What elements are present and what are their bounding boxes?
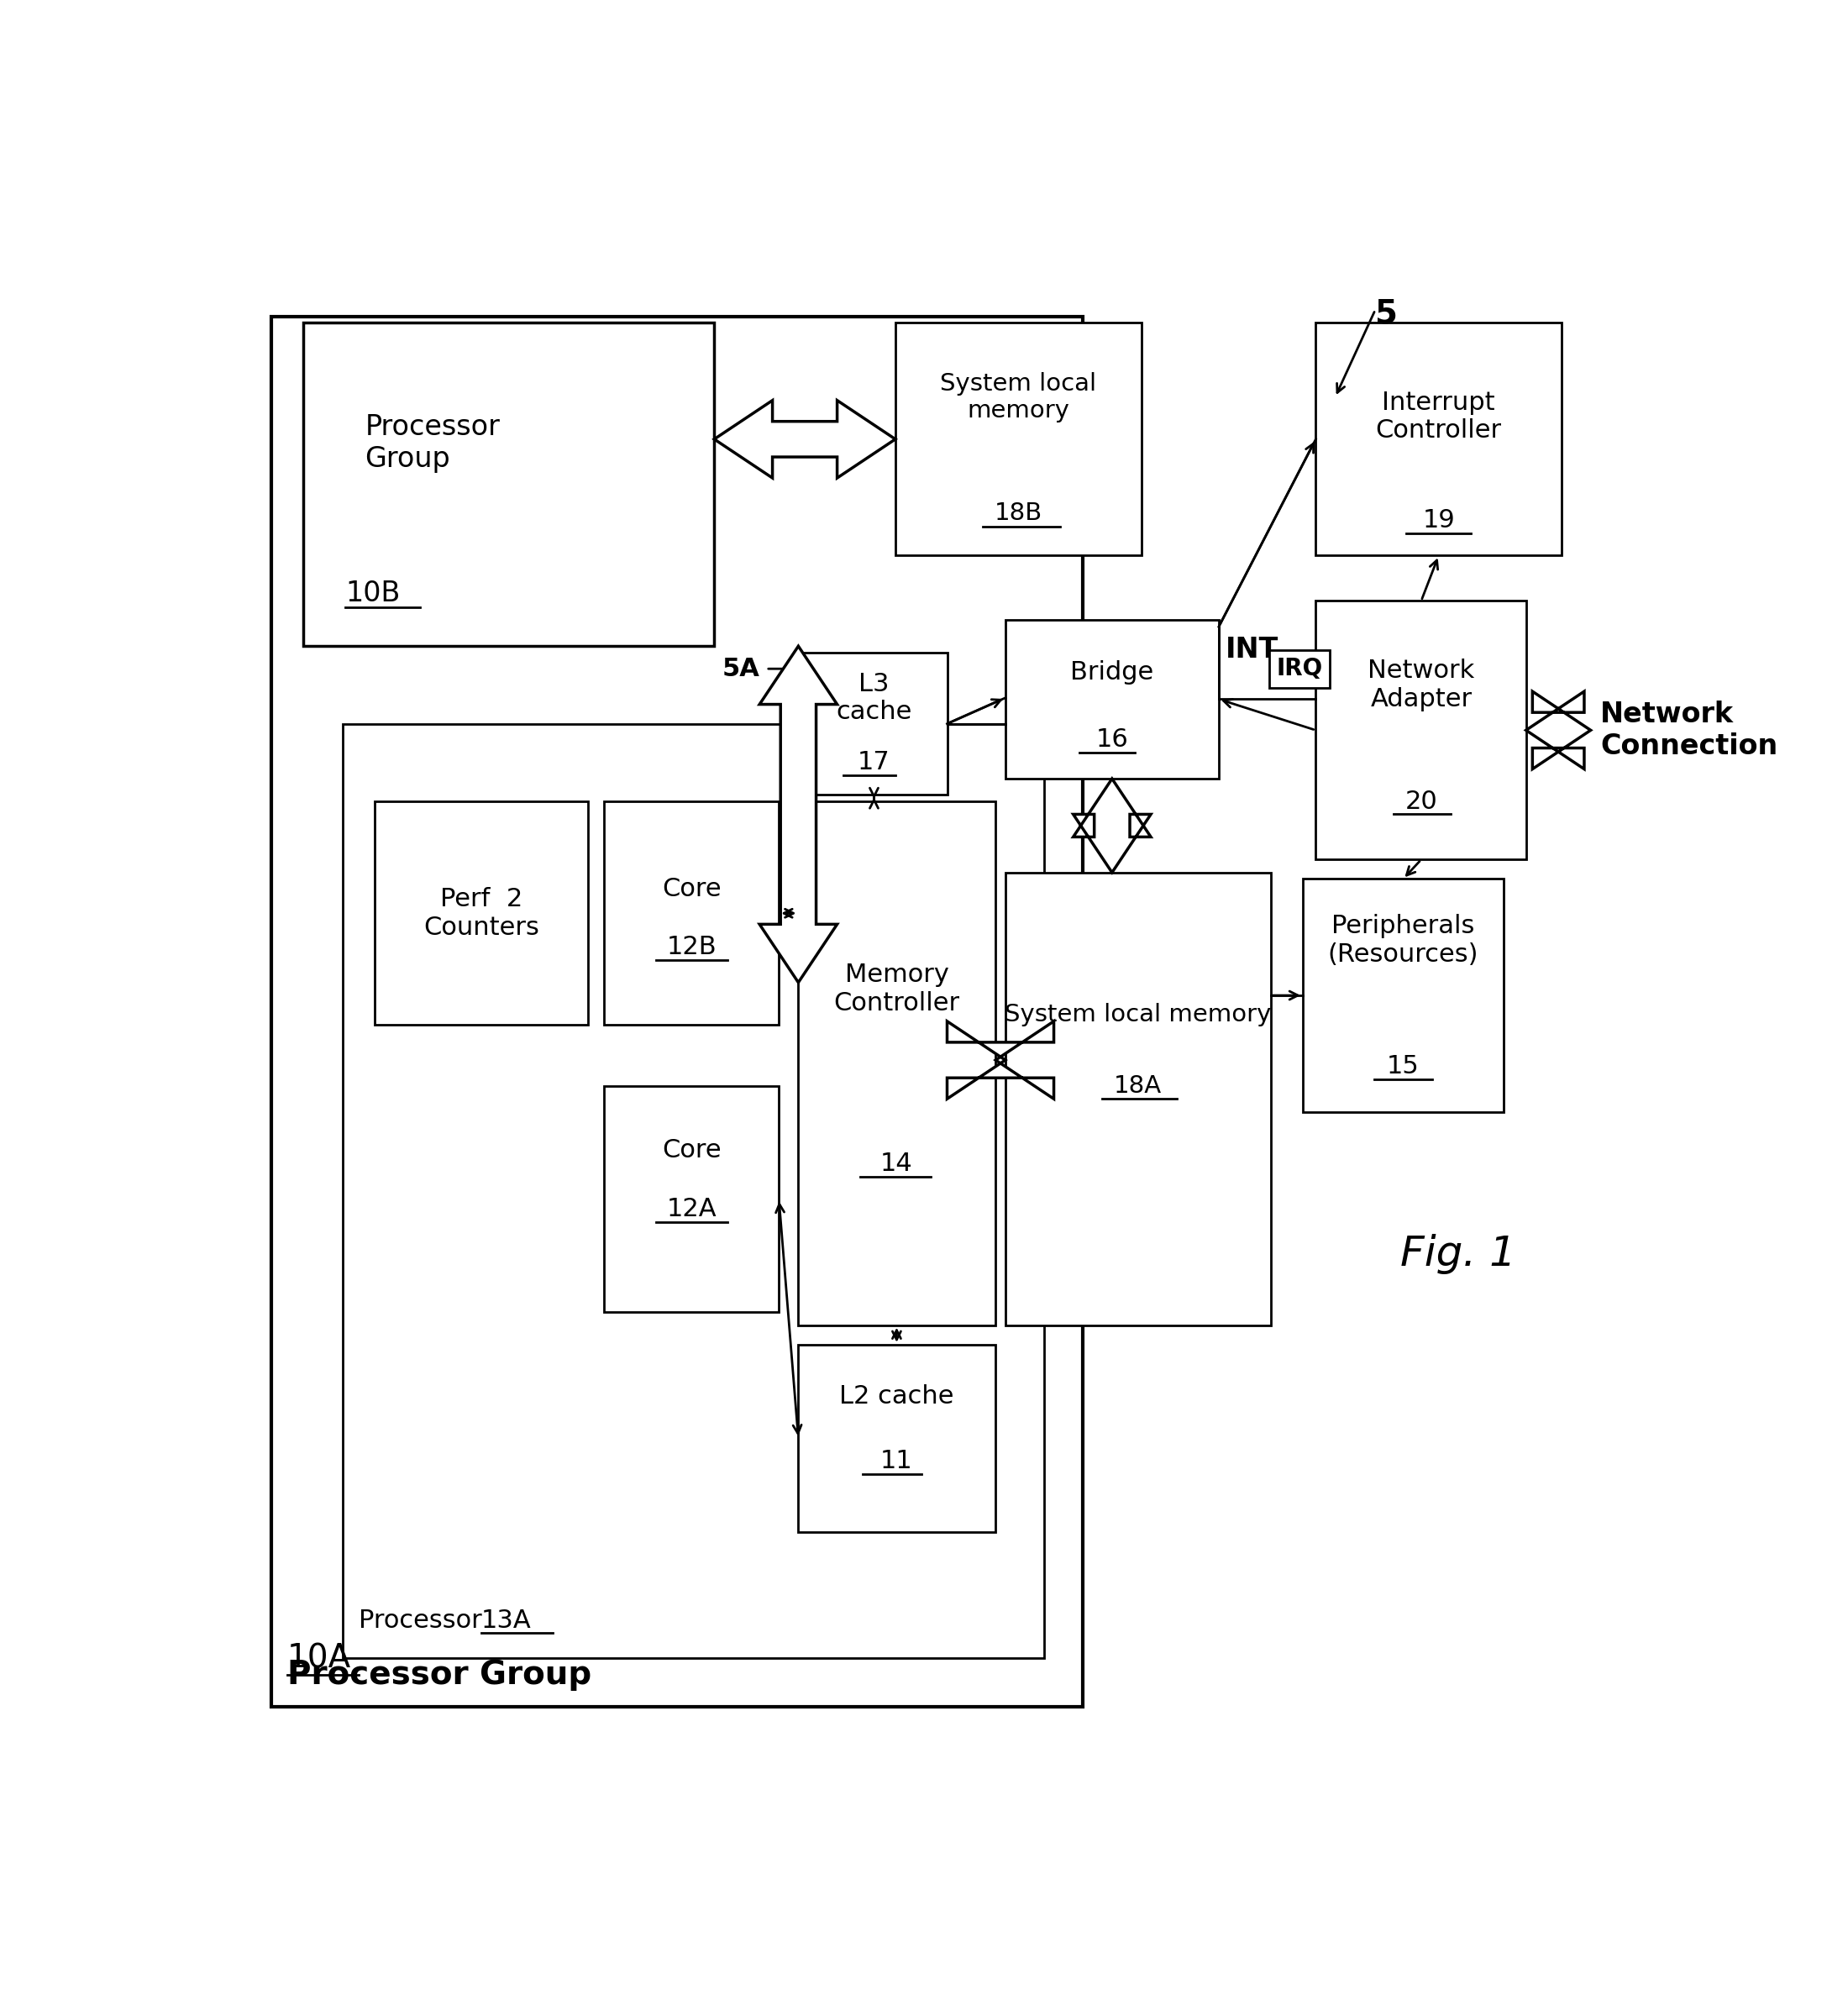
Text: 10A: 10A <box>288 1643 351 1675</box>
Text: Interrupt
Controller: Interrupt Controller <box>1375 390 1502 444</box>
Bar <box>1303 879 1504 1112</box>
Bar <box>272 316 1083 1707</box>
Text: 20: 20 <box>1404 790 1438 814</box>
Text: Fig. 1: Fig. 1 <box>1401 1233 1515 1275</box>
Polygon shape <box>760 646 837 983</box>
Bar <box>1316 322 1562 555</box>
Bar <box>798 802 996 1325</box>
Text: Peripherals
(Resources): Peripherals (Resources) <box>1327 915 1478 967</box>
Bar <box>604 802 780 1024</box>
Bar <box>303 322 713 646</box>
Bar <box>342 724 1044 1659</box>
Text: 12B: 12B <box>667 935 717 959</box>
Text: IRQ: IRQ <box>1277 656 1323 680</box>
Text: System local memory: System local memory <box>1005 1002 1271 1026</box>
Bar <box>1005 873 1271 1325</box>
Text: 11: 11 <box>880 1448 913 1474</box>
Text: 5: 5 <box>1375 298 1397 330</box>
Text: Processor: Processor <box>359 1607 482 1633</box>
Text: Network
Connection: Network Connection <box>1600 700 1778 760</box>
Bar <box>375 802 588 1024</box>
Text: 17: 17 <box>857 750 891 776</box>
Polygon shape <box>1074 780 1151 873</box>
Text: Core: Core <box>662 1138 721 1164</box>
Polygon shape <box>713 400 896 477</box>
Text: L3
cache: L3 cache <box>835 672 911 724</box>
Text: Processor Group: Processor Group <box>288 1659 591 1691</box>
Text: 15: 15 <box>1386 1054 1419 1078</box>
Bar <box>802 652 946 796</box>
Text: Processor
Group: Processor Group <box>366 414 501 473</box>
Polygon shape <box>1526 692 1591 770</box>
Text: 14: 14 <box>880 1152 913 1175</box>
Bar <box>604 1086 780 1313</box>
Text: 16: 16 <box>1096 728 1129 752</box>
Text: INT: INT <box>1225 636 1279 662</box>
Bar <box>896 322 1142 555</box>
Bar <box>798 1345 996 1532</box>
Text: 5A: 5A <box>723 656 760 680</box>
Polygon shape <box>946 1020 1053 1098</box>
Text: Network
Adapter: Network Adapter <box>1368 658 1475 712</box>
Text: Bridge: Bridge <box>1070 660 1153 684</box>
Text: 13A: 13A <box>480 1607 532 1633</box>
Text: System local
memory: System local memory <box>941 372 1096 422</box>
Bar <box>1005 621 1220 780</box>
Text: 18B: 18B <box>994 501 1042 525</box>
Text: 18A: 18A <box>1114 1074 1162 1098</box>
Text: Perf  2
Counters: Perf 2 Counters <box>423 887 540 939</box>
Text: Core: Core <box>662 877 721 901</box>
Text: 12A: 12A <box>667 1197 717 1221</box>
Text: 19: 19 <box>1423 507 1454 533</box>
Text: L2 cache: L2 cache <box>839 1384 954 1408</box>
Text: 10B: 10B <box>346 579 401 607</box>
Bar <box>1316 601 1526 859</box>
Text: Memory
Controller: Memory Controller <box>833 963 959 1014</box>
